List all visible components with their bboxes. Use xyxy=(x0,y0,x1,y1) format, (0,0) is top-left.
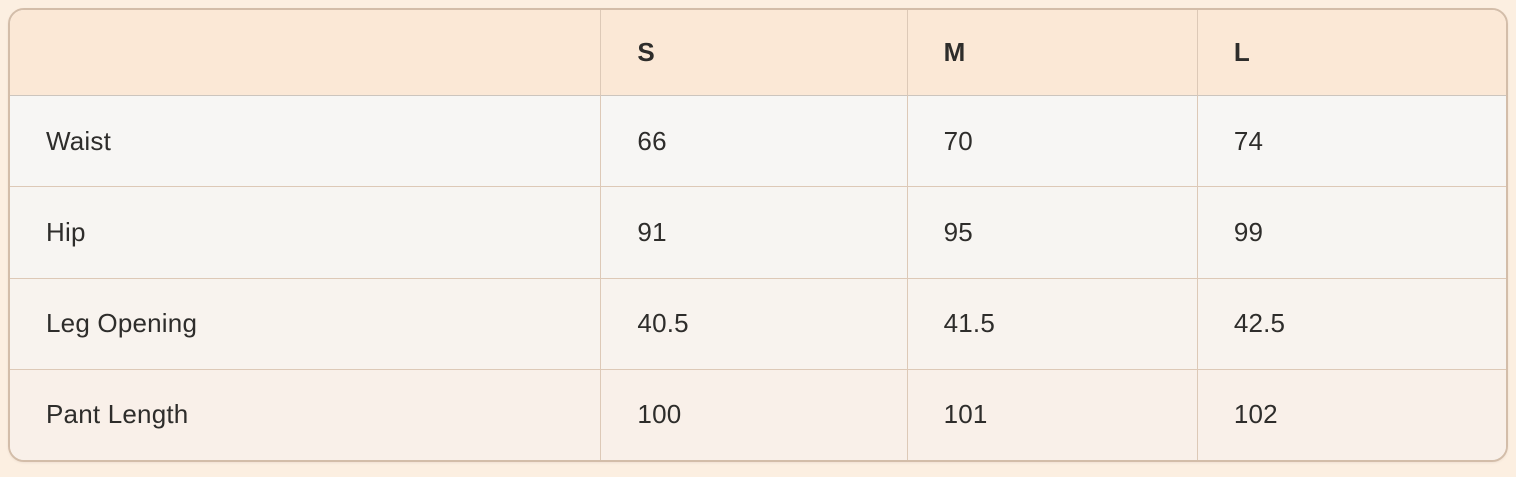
header-cell-l: L xyxy=(1196,10,1506,95)
cell-leg-opening-l: 42.5 xyxy=(1196,277,1506,369)
cell-waist-m: 70 xyxy=(906,95,1197,187)
cell-waist-s: 66 xyxy=(600,95,907,187)
row-label-leg-opening: Leg Opening xyxy=(10,277,601,369)
cell-hip-l: 99 xyxy=(1196,186,1506,278)
row-label-waist: Waist xyxy=(10,95,601,187)
cell-hip-m: 95 xyxy=(906,186,1197,278)
cell-leg-opening-m: 41.5 xyxy=(906,277,1197,369)
cell-leg-opening-s: 40.5 xyxy=(600,277,907,369)
size-chart-table: S M L Waist 66 70 74 Hip 91 95 99 Leg Op… xyxy=(8,8,1508,462)
cell-pant-length-m: 101 xyxy=(906,368,1197,460)
header-cell-m: M xyxy=(906,10,1197,95)
header-cell-s: S xyxy=(600,10,907,95)
cell-pant-length-s: 100 xyxy=(600,368,907,460)
row-label-pant-length: Pant Length xyxy=(10,368,601,460)
cell-hip-s: 91 xyxy=(600,186,907,278)
row-label-hip: Hip xyxy=(10,186,601,278)
cell-pant-length-l: 102 xyxy=(1196,368,1506,460)
cell-waist-l: 74 xyxy=(1196,95,1506,187)
header-cell-empty xyxy=(10,10,601,95)
